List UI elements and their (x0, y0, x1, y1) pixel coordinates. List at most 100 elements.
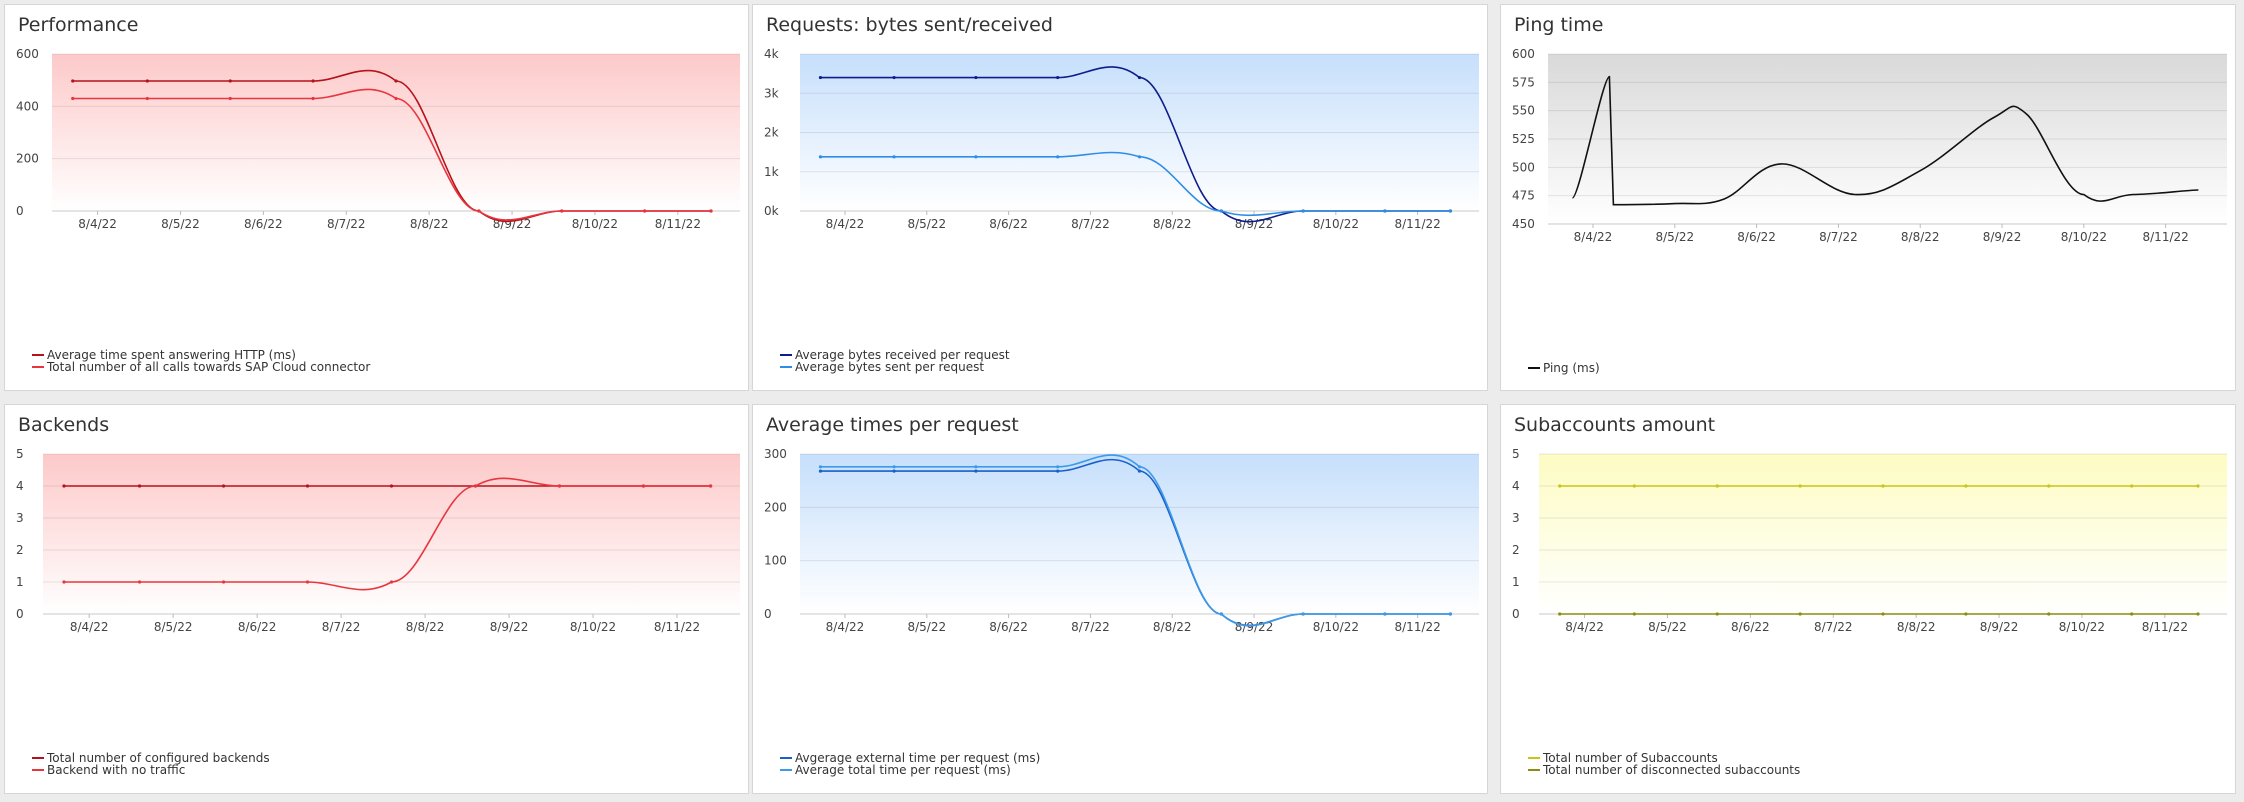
y-tick-label: 1 (16, 575, 24, 589)
x-tick-label: 8/10/22 (1313, 217, 1359, 231)
panel-title: Requests: bytes sent/received (766, 14, 1053, 36)
x-tick-label: 8/10/22 (1313, 620, 1359, 634)
x-tick-label: 8/5/22 (161, 217, 200, 231)
y-tick-label: 4k (764, 47, 779, 61)
y-tick-label: 0k (764, 204, 779, 218)
data-point (62, 580, 66, 584)
data-point (221, 580, 226, 584)
y-tick-label: 0 (16, 204, 24, 218)
x-tick-label: 8/9/22 (490, 620, 529, 634)
y-tick-label: 300 (764, 447, 787, 461)
legend-item[interactable]: Total number of configured backends (46, 751, 270, 765)
legend-item[interactable]: Average bytes received per request (795, 348, 1010, 362)
data-point (892, 465, 896, 469)
y-tick-label: 525 (1512, 132, 1535, 146)
x-tick-label: 8/4/22 (1574, 230, 1613, 244)
y-tick-label: 2 (1512, 543, 1520, 557)
x-tick-label: 8/6/22 (1731, 620, 1770, 634)
data-point (560, 209, 564, 213)
x-tick-label: 8/4/22 (826, 217, 865, 231)
y-tick-label: 450 (1512, 217, 1535, 231)
data-point (1056, 155, 1060, 159)
x-tick-label: 8/11/22 (2142, 620, 2188, 634)
series-line-1 (1571, 75, 2199, 206)
x-tick-label: 8/10/22 (570, 620, 616, 634)
x-tick-label: 8/6/22 (238, 620, 277, 634)
data-point (1798, 484, 1802, 488)
x-tick-label: 8/5/22 (907, 217, 946, 231)
series-line-2 (63, 477, 711, 591)
x-tick-label: 8/7/22 (1814, 620, 1853, 634)
data-point (1137, 75, 1142, 80)
x-tick-label: 8/5/22 (1655, 230, 1694, 244)
x-tick-label: 8/11/22 (654, 620, 700, 634)
data-point (1558, 484, 1562, 488)
y-tick-label: 0 (1512, 607, 1520, 621)
x-tick-label: 8/11/22 (655, 217, 701, 231)
x-tick-label: 8/11/22 (2143, 230, 2189, 244)
data-point (2196, 612, 2200, 616)
legend-item[interactable]: Backend with no traffic (47, 763, 185, 777)
data-point (1964, 612, 1968, 616)
panel-title: Performance (18, 14, 139, 36)
legend-item[interactable]: Average bytes sent per request (795, 360, 984, 374)
data-point (974, 155, 978, 159)
data-point (641, 484, 646, 488)
x-tick-label: 8/7/22 (1071, 217, 1110, 231)
data-point (1798, 612, 1802, 616)
data-point (818, 469, 823, 473)
requests-panel: Requests: bytes sent/received 0k 1k 2k 3k 4k… (752, 4, 1488, 391)
backends-panel: Backends 0 1 2 3 4 5 8/4/22 8/5/22 8/6/22 8/7/22 8… (4, 404, 749, 794)
data-point (1558, 612, 1562, 616)
data-point (1632, 612, 1636, 616)
y-tick-label: 0 (16, 607, 24, 621)
x-tick-label: 8/6/22 (244, 217, 283, 231)
data-point (137, 580, 142, 584)
data-point (71, 79, 75, 83)
data-point (818, 75, 823, 80)
performance-panel: Performance 0 200 400 600 8/4/22 8/5/22 8/6/22… (4, 4, 749, 391)
data-point (145, 96, 149, 101)
x-tick-label: 8/7/22 (322, 620, 361, 634)
avgtimes-panel: Average times per request 0 100 200 300 8/4/… (752, 404, 1488, 794)
backends-chart: 0 1 2 3 4 5 8/4/22 8/5/22 8/6/22 8/7/22 8/8/22 8/9/… (16, 447, 740, 777)
x-tick-label: 8/9/22 (1983, 230, 2022, 244)
data-point (1715, 484, 1719, 488)
series-line-2 (820, 454, 1451, 627)
x-tick-label: 8/5/22 (1648, 620, 1687, 634)
y-tick-label: 100 (764, 554, 787, 568)
y-tick-label: 550 (1512, 104, 1535, 118)
x-tick-label: 8/8/22 (1897, 620, 1936, 634)
data-point (1448, 209, 1452, 213)
x-tick-label: 8/8/22 (406, 620, 445, 634)
y-tick-label: 600 (1512, 47, 1535, 61)
x-tick-label: 8/6/22 (989, 217, 1028, 231)
panel-title: Subaccounts amount (1514, 414, 1716, 436)
data-point (2047, 484, 2051, 488)
y-tick-label: 1 (1512, 575, 1520, 589)
x-tick-label: 8/7/22 (1819, 230, 1858, 244)
data-point (818, 155, 823, 159)
panel-title: Backends (18, 414, 110, 436)
legend-item[interactable]: Total number of Subaccounts (1542, 751, 1718, 765)
data-point (305, 484, 310, 488)
ping-chart: 450 475 500 525 550 575 600 8/4/22 8/5/22 8/6/22 8… (1512, 47, 2227, 375)
y-tick-label: 2k (764, 126, 779, 140)
ping-panel: Ping time 450 475 500 525 550 575 600 8/4/22 8/5… (1500, 4, 2236, 391)
legend-item[interactable]: Avgerage external time per request (ms) (795, 751, 1040, 765)
legend-item[interactable]: Ping (ms) (1543, 361, 1600, 375)
subaccounts-panel: Subaccounts amount 0 1 2 3 4 5 8/4/22 8/5/22 8/6… (1500, 404, 2236, 794)
x-tick-label: 8/5/22 (154, 620, 193, 634)
data-point (974, 465, 978, 469)
y-tick-label: 4 (1512, 479, 1520, 493)
x-tick-label: 8/10/22 (2061, 230, 2107, 244)
legend-item[interactable]: Average time spent answering HTTP (ms) (47, 348, 296, 362)
y-tick-label: 0 (764, 607, 772, 621)
legend-item[interactable]: Total number of all calls towards SAP Cl… (46, 360, 370, 374)
data-point (1632, 484, 1636, 488)
data-point (892, 75, 896, 80)
y-tick-label: 1k (764, 165, 779, 179)
legend-item[interactable]: Total number of disconnected subaccounts (1542, 763, 1800, 777)
legend-item[interactable]: Average total time per request (ms) (795, 763, 1011, 777)
